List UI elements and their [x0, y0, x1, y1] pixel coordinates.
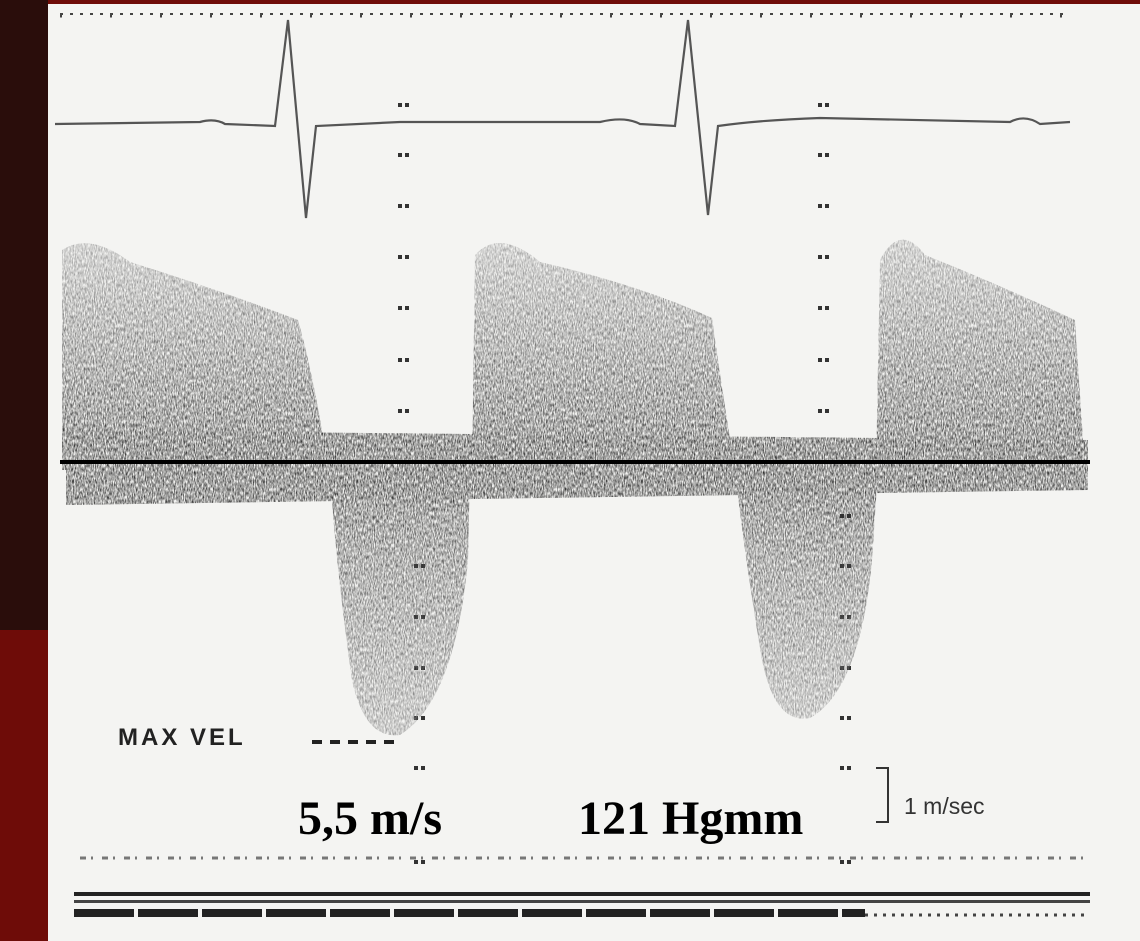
velocity-label: 5,5 m/s	[298, 792, 442, 845]
doppler-image: MAX VEL 5,5 m/s 121 Hgmm 1 m/sec	[0, 0, 1140, 941]
left-strip	[0, 0, 48, 630]
top-edge	[48, 0, 1140, 4]
scale-label: 1 m/sec	[904, 793, 985, 819]
pressure-label: 121 Hgmm	[578, 792, 803, 845]
page: MAX VEL 5,5 m/s 121 Hgmm 1 m/sec (() => …	[0, 0, 1140, 941]
max-vel-label: MAX VEL	[118, 724, 246, 751]
